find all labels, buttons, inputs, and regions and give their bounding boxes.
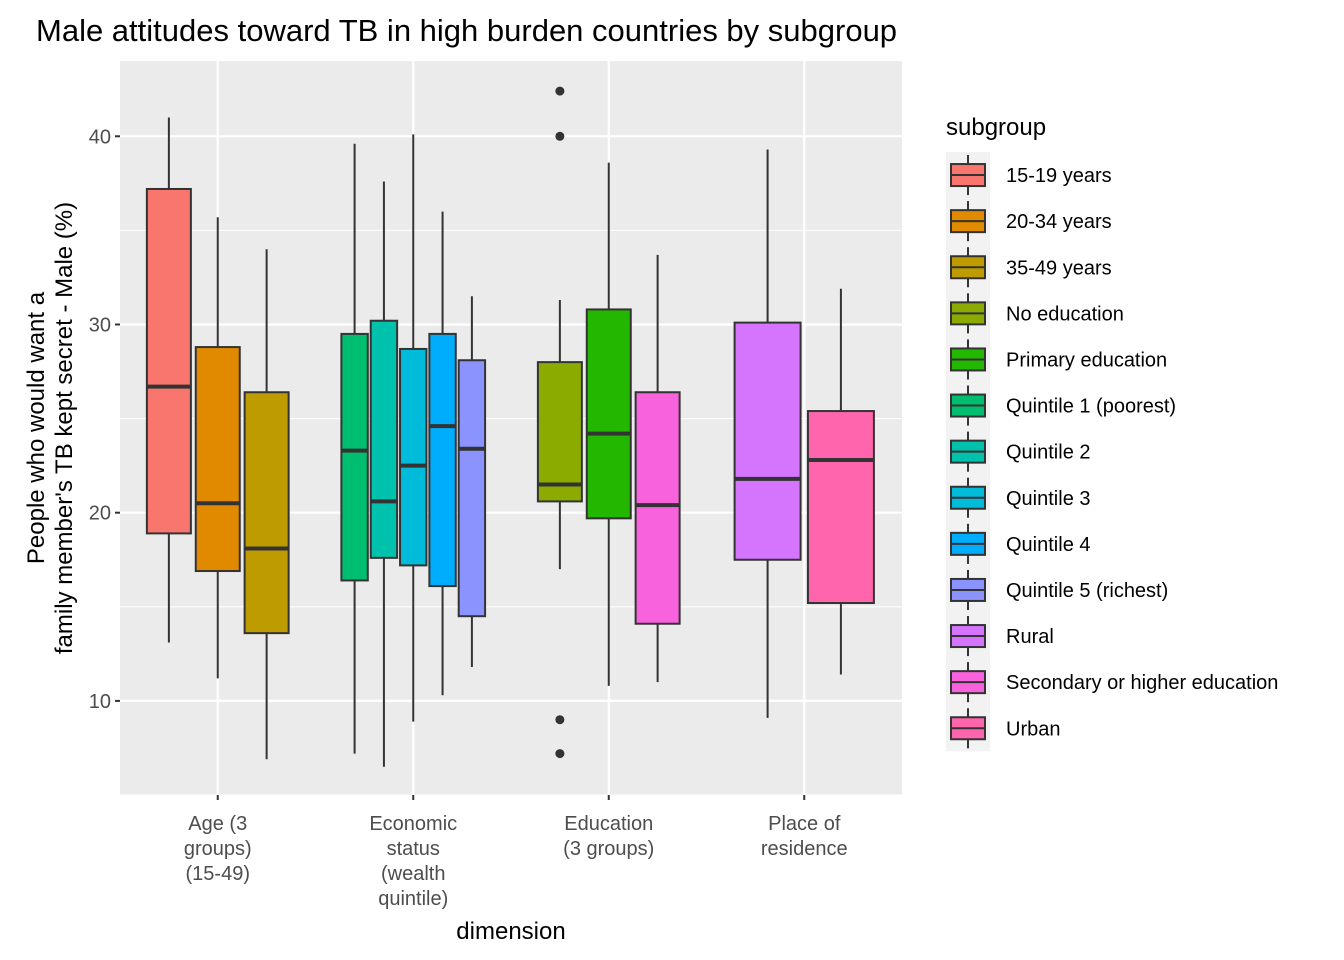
x-tick-label-line: quintile) (378, 888, 448, 910)
x-tick-label-line: residence (761, 838, 848, 860)
box-quintile-5-richest (457, 296, 487, 668)
y-axis-tick-labels: 10 20 30 40 (89, 126, 120, 713)
box-primary-education (585, 162, 632, 686)
legend-label: Quintile 3 (1006, 488, 1091, 510)
legend: subgroup 15-19 years 20-34 years 35-49 year… (946, 114, 1278, 752)
y-tick-label: 10 (89, 691, 111, 713)
x-axis-title: dimension (456, 918, 565, 945)
x-tick-label: Economic status (wealth quintile) (369, 813, 457, 910)
chart-title: Male attitudes toward TB in high burden … (36, 13, 897, 48)
legend-item: Quintile 2 (950, 431, 1091, 472)
legend-label: Primary education (1006, 349, 1167, 371)
box-body (733, 321, 802, 561)
box-no-education (536, 86, 583, 759)
legend-label: 15-19 years (1006, 165, 1112, 187)
box-body (536, 361, 583, 503)
box-secondary-or-higher-education (634, 254, 681, 683)
box-quintile-4 (428, 211, 457, 696)
x-tick-label-line: status (387, 838, 440, 860)
legend-item: Quintile 4 (950, 523, 1091, 564)
legend-item: Primary education (950, 339, 1167, 380)
legend-label: 35-49 years (1006, 257, 1112, 279)
legend-label: Quintile 2 (1006, 442, 1091, 464)
legend-label: Quintile 5 (richest) (1006, 580, 1168, 602)
legend-label: Quintile 4 (1006, 534, 1091, 556)
box-urban (806, 288, 875, 675)
y-axis-title-line: family member's TB kept secret - Male (%… (51, 202, 78, 654)
box-quintile-3 (399, 134, 428, 722)
legend-label: Secondary or higher education (1006, 672, 1278, 694)
box-15-19-years (145, 117, 192, 643)
outlier-point (555, 715, 565, 725)
legend-item: Quintile 1 (poorest) (950, 385, 1176, 426)
x-tick-label: Education (3 groups) (563, 813, 654, 860)
box-body (457, 359, 487, 618)
box-body (145, 187, 192, 535)
box-body (634, 391, 681, 625)
x-tick-label-line: (3 groups) (563, 838, 654, 860)
y-tick-label: 40 (89, 126, 111, 148)
outlier-point (555, 749, 565, 759)
x-tick-label-line: groups) (184, 838, 252, 860)
outlier-point (555, 131, 565, 141)
y-tick-label: 20 (89, 503, 111, 525)
y-axis-title-line: People who would want a (23, 291, 50, 564)
legend-item: Quintile 5 (richest) (950, 569, 1168, 610)
x-tick-label-line: Place of (768, 813, 841, 835)
legend-label: Rural (1006, 626, 1054, 648)
legend-item: Urban (950, 708, 1060, 749)
x-tick-label-line: Economic (369, 813, 457, 835)
legend-item: Rural (950, 616, 1054, 657)
x-axis-tick-labels: Age (3 groups) (15-49) Economic status (wealt… (184, 795, 848, 910)
legend-label: No education (1006, 303, 1124, 325)
legend-item: No education (950, 293, 1124, 334)
box-body (806, 410, 875, 605)
box-rural (733, 149, 802, 718)
legend-label: 20-34 years (1006, 211, 1112, 233)
x-tick-label: Place of residence (761, 813, 848, 860)
box-20-34-years (194, 217, 241, 679)
box-body (194, 346, 241, 573)
box-body (428, 332, 457, 588)
x-tick-label-line: (wealth (381, 863, 445, 885)
box-body (399, 347, 428, 567)
box-quintile-2 (369, 181, 399, 767)
box-body (585, 308, 632, 520)
y-axis-title: People who would want afamily member's T… (23, 202, 78, 654)
x-tick-label: Age (3 groups) (15-49) (184, 813, 252, 885)
x-tick-label-line: Education (564, 813, 653, 835)
legend-label: Urban (1006, 718, 1060, 740)
box-body (340, 332, 369, 582)
x-tick-label-line: Age (3 (188, 813, 247, 835)
legend-item: 20-34 years (950, 201, 1112, 242)
box-body (243, 391, 290, 635)
y-axis-title-text: People who would want afamily member's T… (23, 202, 78, 654)
y-tick-label: 30 (89, 314, 111, 336)
x-tick-label-line: (15-49) (186, 863, 250, 885)
box-body (369, 319, 399, 559)
legend-item: Secondary or higher education (950, 662, 1278, 703)
box-quintile-1-poorest (340, 143, 369, 754)
legend-item: 15-19 years (950, 155, 1112, 196)
legend-title: subgroup (946, 114, 1046, 141)
boxes-layer (145, 86, 875, 767)
outlier-point (555, 86, 565, 96)
legend-item: 35-49 years (950, 247, 1112, 288)
box-35-49-years (243, 249, 290, 760)
legend-label: Quintile 1 (poorest) (1006, 396, 1176, 418)
legend-item: Quintile 3 (950, 477, 1091, 518)
